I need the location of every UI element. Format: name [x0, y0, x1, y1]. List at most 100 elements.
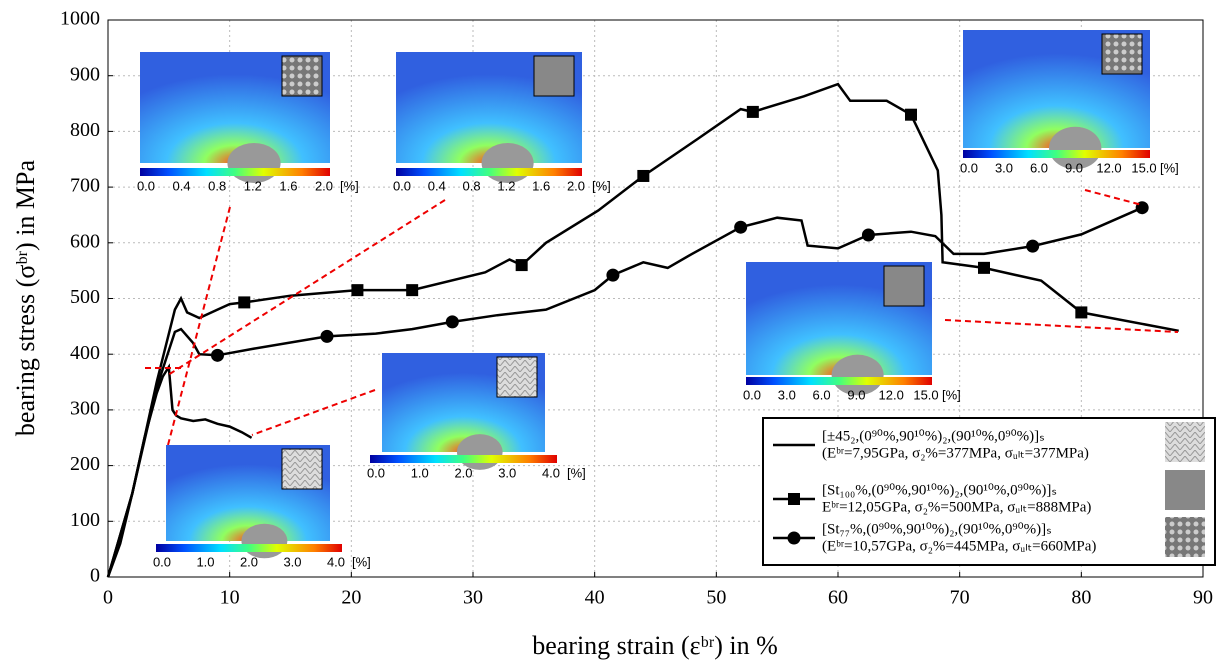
colorbar-tick-label: 6.0 — [1030, 160, 1048, 175]
x-tick-label: 50 — [706, 587, 726, 609]
colorbar-tick-label: 0.0 — [137, 178, 155, 193]
colorbar-tick-label: 3.0 — [995, 160, 1013, 175]
inset-icon — [281, 448, 323, 490]
colorbar-tick-label: 12.0 — [879, 387, 904, 402]
y-tick-label: 800 — [70, 119, 100, 141]
plot-area: 0 10 20 30 40 50 60 70 80 90010020030040050060070… — [60, 8, 1213, 609]
colorbar-tick-label: 3.0 — [498, 465, 516, 480]
legend-label: [St₇₇%,(0⁹⁰%,90¹⁰%)₂,(90¹⁰%,0⁹⁰%)]ₛ — [822, 521, 1052, 537]
y-tick-label: 900 — [70, 63, 100, 85]
plot-frame — [107, 19, 1204, 578]
x-tick-label: 10 — [220, 587, 240, 609]
colorbar-tick-label: 0.0 — [743, 387, 761, 402]
x-tick-label: 40 — [585, 587, 605, 609]
y-tick-label: 100 — [70, 509, 100, 531]
legend-label: [±45₂,(0⁹⁰%,90¹⁰%)₂,(90¹⁰%,0⁹⁰%)]ₛ — [822, 428, 1045, 444]
x-tick-label: 30 — [463, 587, 483, 609]
marker — [978, 261, 990, 274]
y-tick-label: 500 — [70, 286, 100, 308]
colorbar-tick-label: 0.4 — [173, 178, 191, 193]
x-tick-label: 80 — [1071, 587, 1091, 609]
marker — [1075, 306, 1088, 319]
marker — [238, 296, 251, 309]
legend-detail: (Eᵇʳ=10,57GPa, σ₂%=445MPa, σᵤₗₜ=660MPa) — [822, 538, 1096, 554]
colorbar-unit: [%] — [352, 554, 371, 569]
colorbar-tick-label: 0.8 — [208, 178, 226, 193]
annotation-lines — [145, 189, 1179, 446]
y-axis-label: bearing stress (σᵇʳ) in MPa — [11, 159, 40, 436]
marker — [445, 315, 459, 329]
inset-hole — [481, 143, 534, 183]
colorbar — [746, 377, 932, 385]
y-tick-label: 1000 — [60, 8, 100, 30]
y-tick-label: 0 — [90, 565, 100, 587]
x-axis-label: bearing strain (εᵇʳ) in % — [532, 631, 778, 660]
colorbar-tick-label: 15.0 — [913, 387, 938, 402]
y-tick-label: 400 — [70, 342, 100, 364]
y-tick-label: 700 — [70, 175, 100, 197]
colorbar-tick-label: 9.0 — [847, 387, 865, 402]
colorbar-tick-label: 9.0 — [1065, 160, 1083, 175]
colorbar-tick-label: 1.6 — [279, 178, 297, 193]
colorbar-tick-label: 3.0 — [283, 554, 301, 569]
colorbar-tick-label: 2.0 — [240, 554, 258, 569]
y-tick-label: 600 — [70, 230, 100, 252]
x-tick-label: 70 — [950, 587, 970, 609]
colorbar — [370, 455, 557, 463]
legend-label: [St₁₀₀%,(0⁹⁰%,90¹⁰%)₂,(90¹⁰%,0⁹⁰%)]ₛ — [822, 482, 1057, 498]
marker — [788, 493, 800, 505]
x-tick-label: 0 — [103, 587, 113, 609]
colorbar-tick-label: 1.2 — [497, 178, 515, 193]
marker — [861, 228, 875, 242]
x-tick-label: 20 — [341, 587, 361, 609]
insets: 0.0 0.4 0.8 1.2 1.6 2.0 [%] 0.0 0.4 0.8 1.2 1.6 2.0 [… — [137, 30, 1179, 569]
marker — [606, 268, 620, 282]
legend-detail: (Eᵇʳ=7,95GPa, σ₂%=377MPa, σᵤₗₜ=377MPa) — [822, 445, 1089, 461]
colorbar-tick-label: 3.0 — [778, 387, 796, 402]
marker — [637, 169, 650, 182]
colorbar-tick-label: 2.0 — [454, 465, 472, 480]
colorbar-tick-label: 4.0 — [327, 554, 345, 569]
colorbar-tick-label: 1.2 — [244, 178, 262, 193]
marker — [787, 531, 801, 545]
inset-icon — [281, 55, 323, 97]
inset-icon — [883, 265, 925, 307]
marker — [746, 105, 759, 118]
inset-hole — [1049, 126, 1102, 170]
colorbar — [140, 168, 330, 176]
inset-hole — [227, 143, 281, 183]
colorbar-tick-label: 0.0 — [153, 554, 171, 569]
colorbar-tick-label: 0.0 — [393, 178, 411, 193]
colorbar-unit: [%] — [567, 465, 586, 480]
marker — [211, 348, 224, 362]
colorbar-tick-label: 1.6 — [532, 178, 550, 193]
colorbar-unit: [%] — [592, 178, 611, 193]
colorbar-tick-label: 4.0 — [542, 465, 560, 480]
colorbar-tick-label: 12.0 — [1096, 160, 1121, 175]
inset-hole — [831, 354, 884, 396]
x-tick-label: 60 — [828, 587, 848, 609]
marker — [320, 329, 334, 343]
x-tick-label: 90 — [1193, 587, 1213, 609]
colorbar-tick-label: 2.0 — [567, 178, 585, 193]
colorbar-unit: [%] — [942, 387, 961, 402]
legend-detail: Eᵇʳ=12,05GPa, σ₂%=500MPa, σᵤₗₜ=888MPa) — [822, 499, 1091, 515]
marker — [515, 259, 528, 272]
colorbar-unit: [%] — [340, 178, 359, 193]
colorbar-tick-label: 0.8 — [463, 178, 481, 193]
colorbar — [156, 544, 342, 552]
marker — [406, 284, 419, 297]
colorbar-unit: [%] — [1160, 160, 1179, 175]
legend: [±45₂,(0⁹⁰%,90¹⁰%)₂,(90¹⁰%,0⁹⁰%)]ₛ(Eᵇʳ=7… — [762, 417, 1216, 566]
marker — [734, 220, 748, 234]
colorbar-tick-label: 1.0 — [411, 465, 429, 480]
colorbar-tick-label: 0.4 — [428, 178, 446, 193]
colorbar-tick-label: 2.0 — [315, 178, 333, 193]
inset-hole — [241, 523, 288, 559]
colorbar-tick-label: 6.0 — [813, 387, 831, 402]
inset-icon — [496, 356, 538, 398]
marker — [905, 108, 917, 121]
colorbar-tick-label: 0.0 — [367, 465, 385, 480]
marker — [351, 284, 364, 297]
